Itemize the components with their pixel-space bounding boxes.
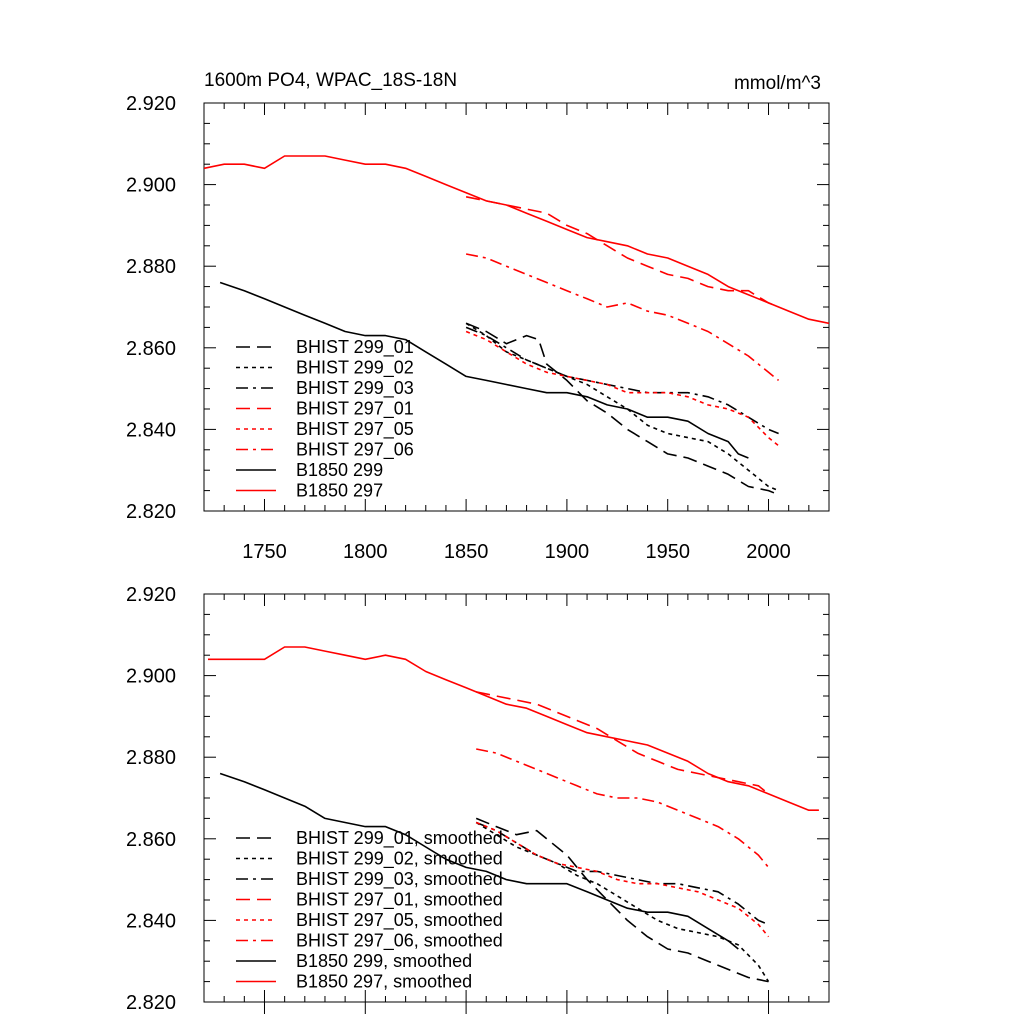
series-line-3 xyxy=(475,821,769,926)
y-tick-label: 2.880 xyxy=(126,747,176,769)
series-line-6 xyxy=(476,748,770,868)
series-line-1 xyxy=(465,322,779,496)
y-tick-label: 2.860 xyxy=(126,829,176,851)
legend-label: BHIST 297_01, smoothed xyxy=(296,890,503,911)
y-tick-label: 2.840 xyxy=(126,419,176,441)
series-line-8 xyxy=(204,155,829,325)
y-tick-label: 2.820 xyxy=(126,992,176,1014)
legend-label: B1850 299 xyxy=(296,460,383,480)
chart-title: 1600m PO4, WPAC_18S-18N xyxy=(204,70,457,91)
series-line-3 xyxy=(465,326,779,435)
x-tick-label: 1750 xyxy=(242,541,287,563)
x-tick-label: 1900 xyxy=(545,541,590,563)
y-tick-label: 2.920 xyxy=(126,584,176,606)
legend-label: BHIST 297_06 xyxy=(296,440,414,461)
series-line-4 xyxy=(476,691,770,795)
legend-label: BHIST 297_05, smoothed xyxy=(296,910,503,931)
legend-label: B1850 297, smoothed xyxy=(296,972,472,992)
series-line-7 xyxy=(219,772,739,950)
series-line-7 xyxy=(219,281,749,459)
y-tick-label: 2.920 xyxy=(126,93,176,115)
legend-label: BHIST 299_02 xyxy=(296,358,414,379)
x-tick-label: 2000 xyxy=(746,541,791,563)
x-tick-label: 1850 xyxy=(444,541,489,563)
y-tick-label: 2.860 xyxy=(126,338,176,360)
y-tick-label: 2.880 xyxy=(126,256,176,278)
series-line-4 xyxy=(465,196,779,308)
y-tick-label: 2.900 xyxy=(126,175,176,197)
series-line-5 xyxy=(465,330,780,447)
legend-label: BHIST 299_01 xyxy=(296,337,414,358)
x-tick-label: 1800 xyxy=(343,541,388,563)
series-line-6 xyxy=(465,253,780,382)
series-line-1 xyxy=(475,817,769,983)
series-line-2 xyxy=(465,322,779,492)
legend-label: BHIST 299_03, smoothed xyxy=(296,869,503,890)
y-tick-label: 2.840 xyxy=(126,910,176,932)
panel-1: 2.920 2.900 2.880 2.860 2.840 2.820 1750 1800 18… xyxy=(126,70,830,563)
legend-label: BHIST 299_02, smoothed xyxy=(296,849,503,870)
x-tick-label: 1950 xyxy=(645,541,690,563)
legend-label: BHIST 297_05 xyxy=(296,419,414,440)
legend-label: B1850 297 xyxy=(296,481,383,501)
y-tick-label: 2.820 xyxy=(126,501,176,523)
y-tick-label: 2.900 xyxy=(126,666,176,688)
legend-label: B1850 299, smoothed xyxy=(296,951,472,971)
units-label: mmol/m^3 xyxy=(734,73,821,94)
series-line-8 xyxy=(208,646,819,812)
panel-2: 2.920 2.900 2.880 2.860 2.840 2.820 BHIST 299_… xyxy=(126,584,830,1014)
legend-label: BHIST 299_03 xyxy=(296,378,414,399)
legend-label: BHIST 297_01 xyxy=(296,399,414,420)
legend-label: BHIST 299_01, smoothed xyxy=(296,828,503,849)
series-line-5 xyxy=(475,821,770,938)
legend-label: BHIST 297_06, smoothed xyxy=(296,931,503,952)
